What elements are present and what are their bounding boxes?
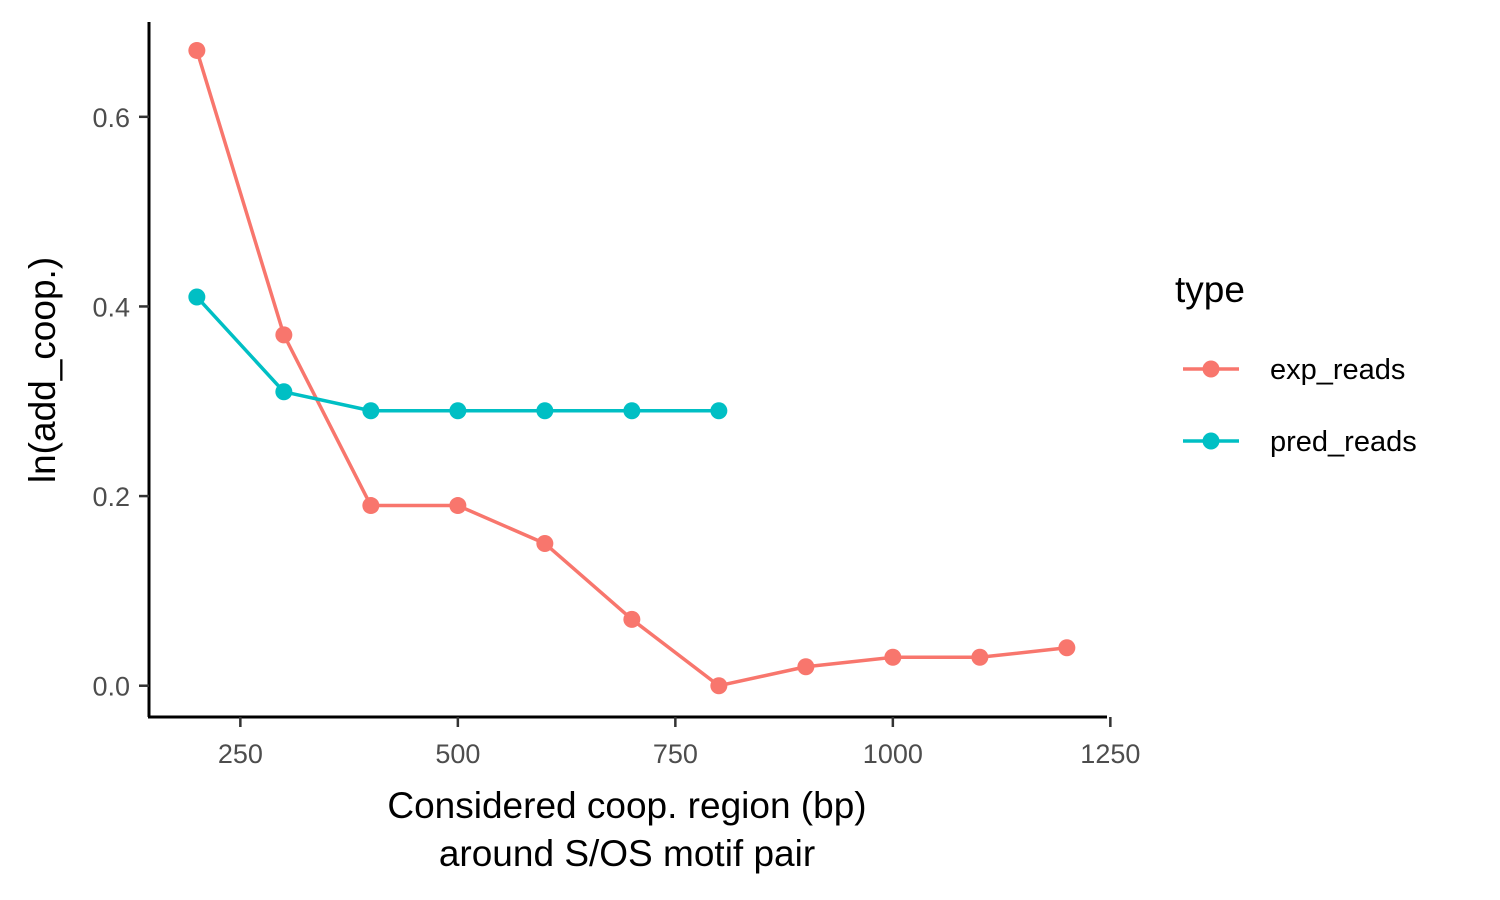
y-tick-label: 0.0: [92, 672, 130, 702]
legend-key-point: [1202, 432, 1220, 450]
data-point-pred_reads: [362, 402, 380, 420]
data-point-pred_reads: [188, 288, 206, 306]
data-point-pred_reads: [623, 402, 641, 420]
data-point-pred_reads: [275, 383, 293, 401]
legend-label: pred_reads: [1270, 426, 1417, 458]
data-point-exp_reads: [536, 534, 554, 552]
data-point-exp_reads: [884, 648, 902, 666]
y-axis-ticks: 0.0 0.2 0.4 0.6: [92, 103, 149, 702]
x-axis-ticks: 250 500 750 1000 1250: [218, 717, 1140, 769]
x-axis-title-line2: around S/OS motif pair: [439, 833, 815, 874]
x-tick-label: 1000: [863, 739, 923, 769]
x-axis-title-line1: Considered coop. region (bp): [387, 785, 866, 826]
data-point-exp_reads: [362, 497, 380, 515]
series-line-exp_reads: [195, 49, 1068, 688]
legend-item-pred_reads: pred_reads: [1183, 426, 1417, 458]
data-point-exp_reads: [188, 41, 206, 59]
legend-item-exp_reads: exp_reads: [1183, 354, 1405, 386]
y-tick-label: 0.2: [92, 482, 130, 512]
data-point-exp_reads: [275, 326, 293, 344]
legend: type exp_reads pred_reads: [1175, 269, 1417, 458]
data-point-exp_reads: [797, 658, 815, 676]
y-axis-title: ln(add_coop.): [22, 257, 63, 483]
legend-label: exp_reads: [1270, 354, 1405, 386]
legend-key-point: [1202, 360, 1220, 378]
data-point-pred_reads: [710, 402, 728, 420]
y-tick-label: 0.4: [92, 292, 130, 322]
data-point-exp_reads: [971, 648, 989, 666]
data-point-exp_reads: [1058, 639, 1076, 657]
data-point-exp_reads: [623, 610, 641, 628]
x-tick-label: 500: [435, 739, 480, 769]
y-tick-label: 0.6: [92, 103, 130, 133]
legend-items: exp_reads pred_reads: [1183, 354, 1417, 458]
data-point-pred_reads: [449, 402, 467, 420]
x-tick-label: 1250: [1080, 739, 1140, 769]
data-point-pred_reads: [536, 402, 554, 420]
series-line-pred_reads: [195, 295, 719, 413]
data-point-exp_reads: [449, 497, 467, 515]
legend-title: type: [1175, 269, 1245, 310]
x-tick-label: 750: [653, 739, 698, 769]
series-layer: [188, 41, 1076, 695]
data-point-exp_reads: [710, 677, 728, 695]
x-tick-label: 250: [218, 739, 263, 769]
